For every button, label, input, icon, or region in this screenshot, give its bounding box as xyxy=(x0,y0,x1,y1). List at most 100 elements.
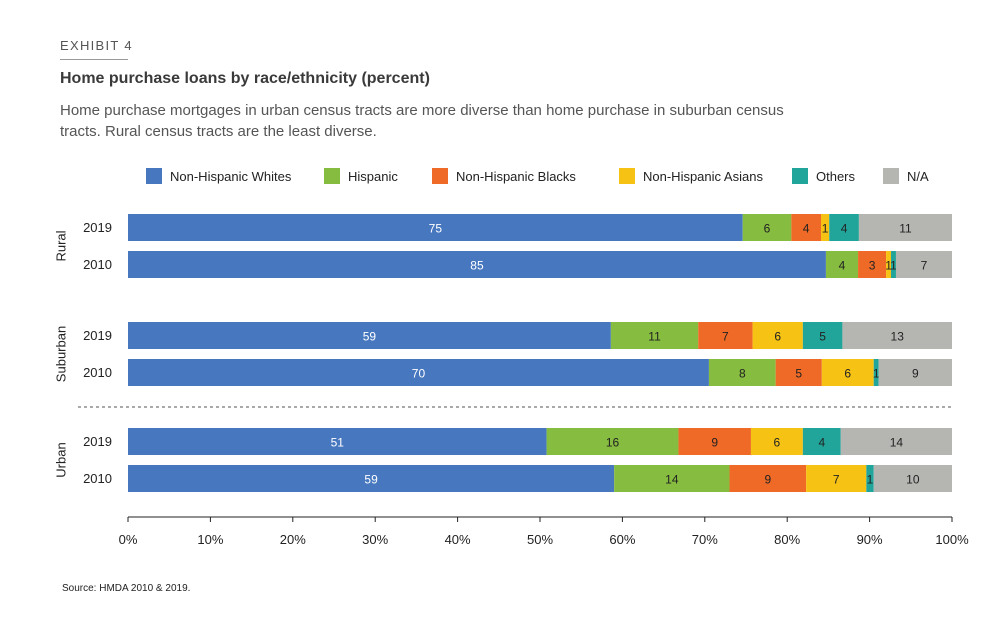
data-label: 11 xyxy=(648,330,661,344)
bar-segment-non-hispanic-whites xyxy=(128,359,709,386)
bar-segment-hispanic xyxy=(742,214,792,241)
bar-segment-others xyxy=(829,214,859,241)
legend-swatch-n-a xyxy=(883,168,899,184)
chart-subtitle: Home purchase mortgages in urban census … xyxy=(60,102,784,140)
bar-segment-non-hispanic-whites xyxy=(128,465,615,492)
bar-segment-non-hispanic-asians xyxy=(820,214,830,241)
data-label: 14 xyxy=(890,436,904,450)
bar-segment-non-hispanic-blacks xyxy=(729,465,807,492)
bar-segment-others xyxy=(802,428,841,455)
data-label: 6 xyxy=(844,367,851,381)
x-tick-label: 30% xyxy=(362,532,388,547)
y-axis-labels: Rural 2019 2010 Suburban 2019 2010 Urban 2019 20… xyxy=(54,220,113,486)
year-label: 2019 xyxy=(83,434,112,449)
bar-segment-non-hispanic-blacks xyxy=(678,428,751,455)
data-label: 1 xyxy=(822,222,829,236)
bar-segment-hispanic xyxy=(614,465,730,492)
bar-segment-hispanic xyxy=(708,359,776,386)
data-label: 4 xyxy=(841,222,848,236)
x-tick-label: 50% xyxy=(527,532,553,547)
x-tick-label: 0% xyxy=(119,532,138,547)
bar-segment-n-a xyxy=(873,465,952,492)
data-label: 16 xyxy=(606,436,620,450)
data-label: 70 xyxy=(412,367,426,381)
legend-label-hispanic: Hispanic xyxy=(348,169,398,184)
data-label: 8 xyxy=(739,367,746,381)
legend-swatch-non-hispanic-blacks xyxy=(432,168,448,184)
data-label: 51 xyxy=(331,436,345,450)
data-label: 13 xyxy=(891,330,905,344)
bar-segment-hispanic xyxy=(610,322,699,349)
bar-segment-n-a xyxy=(858,214,952,241)
source-note: Source: HMDA 2010 & 2019. xyxy=(62,583,191,594)
bar-segment-non-hispanic-blacks xyxy=(775,359,822,386)
data-label: 11 xyxy=(899,222,912,236)
bar-segment-n-a xyxy=(840,428,952,455)
group-label-rural: Rural xyxy=(54,230,69,261)
data-label: 5 xyxy=(819,330,826,344)
bar-segment-others xyxy=(802,322,843,349)
data-label: 10 xyxy=(906,473,920,487)
data-label: 3 xyxy=(869,259,876,273)
year-label: 2010 xyxy=(83,471,112,486)
data-label: 4 xyxy=(839,259,846,273)
data-label: 1 xyxy=(873,367,880,381)
bar-segment-non-hispanic-blacks xyxy=(698,322,753,349)
data-label: 6 xyxy=(774,436,781,450)
bar-segment-others xyxy=(866,465,874,492)
data-label: 1 xyxy=(867,473,874,487)
x-tick-label: 90% xyxy=(857,532,883,547)
bar-segment-others xyxy=(891,251,896,278)
bar-segment-non-hispanic-asians xyxy=(821,359,874,386)
data-label: 7 xyxy=(921,259,928,273)
bar-segment-non-hispanic-whites xyxy=(128,251,826,278)
legend-label-non-hispanic-asians: Non-Hispanic Asians xyxy=(643,169,763,184)
bar-segment-non-hispanic-asians xyxy=(806,465,867,492)
data-label: 59 xyxy=(364,473,378,487)
data-label: 9 xyxy=(711,436,718,450)
data-label: 6 xyxy=(774,330,781,344)
bar-segment-n-a xyxy=(895,251,952,278)
year-label: 2019 xyxy=(83,220,112,235)
exhibit-label: EXHIBIT 4 xyxy=(60,38,133,53)
legend-label-n-a: N/A xyxy=(907,169,929,184)
bar-segment-non-hispanic-blacks xyxy=(858,251,887,278)
group-label-urban: Urban xyxy=(54,442,69,477)
data-label: 9 xyxy=(912,367,919,381)
data-label: 1 xyxy=(890,259,897,273)
legend-label-others: Others xyxy=(816,169,856,184)
legend-swatch-others xyxy=(792,168,808,184)
bar-segment-non-hispanic-whites xyxy=(128,214,743,241)
legend-swatch-hispanic xyxy=(324,168,340,184)
legend-swatch-non-hispanic-whites xyxy=(146,168,162,184)
x-tick-label: 40% xyxy=(445,532,471,547)
data-label: 1 xyxy=(885,259,892,273)
legend: Non-Hispanic Whites Hispanic Non-Hispanic … xyxy=(146,168,929,184)
x-tick-label: 20% xyxy=(280,532,306,547)
x-tick-label: 80% xyxy=(774,532,800,547)
x-axis: 0% 10% 20% 30% 40% 50% 60% 70% 80% 90% 100% xyxy=(119,516,969,547)
data-label: 14 xyxy=(665,473,679,487)
x-tick-label: 60% xyxy=(609,532,635,547)
legend-label-non-hispanic-blacks: Non-Hispanic Blacks xyxy=(456,169,576,184)
x-tick-label: 70% xyxy=(692,532,718,547)
bar-segment-n-a xyxy=(878,359,952,386)
bar-segment-non-hispanic-asians xyxy=(752,322,803,349)
data-label: 7 xyxy=(722,330,729,344)
bar-segment-hispanic xyxy=(825,251,859,278)
chart-title: Home purchase loans by race/ethnicity (p… xyxy=(60,70,430,87)
data-label: 59 xyxy=(363,330,377,344)
bar-segment-n-a xyxy=(842,322,952,349)
group-label-suburban: Suburban xyxy=(54,326,69,382)
data-label: 75 xyxy=(429,222,443,236)
bar-segment-non-hispanic-asians xyxy=(886,251,892,278)
data-label: 4 xyxy=(818,436,825,450)
bar-segment-non-hispanic-whites xyxy=(128,322,611,349)
data-label: 6 xyxy=(764,222,771,236)
data-label: 7 xyxy=(833,473,840,487)
year-label: 2010 xyxy=(83,365,112,380)
x-tick-label: 10% xyxy=(197,532,223,547)
data-label: 5 xyxy=(795,367,802,381)
bar-segment-others xyxy=(873,359,879,386)
